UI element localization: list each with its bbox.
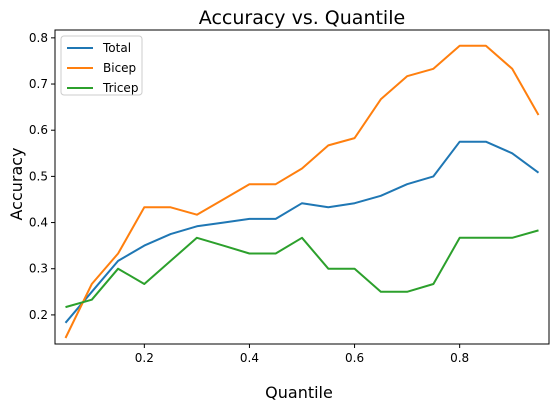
legend-label: Tricep xyxy=(102,81,138,95)
legend-label: Bicep xyxy=(103,61,136,75)
legend: Total Bicep Tricep xyxy=(60,35,143,96)
legend-box xyxy=(60,35,143,96)
y-axis-label: Accuracy xyxy=(7,147,26,220)
y-tick-label: 0.6 xyxy=(29,123,48,137)
y-tick-label: 0.3 xyxy=(29,262,48,276)
y-tick-label: 0.8 xyxy=(29,31,48,45)
chart-title: Accuracy vs. Quantile xyxy=(199,7,405,29)
series-line-tricep xyxy=(65,229,539,309)
plot-area: 0.2 0.4 0.6 0.8 0.2 0.3 0.4 0.5 0.6 0.7 0.8 xyxy=(29,29,550,365)
x-tick-label: 0.4 xyxy=(240,351,259,365)
y-tick-label: 0.2 xyxy=(29,308,48,322)
y-tick-label: 0.7 xyxy=(29,77,48,91)
y-tick-label: 0.5 xyxy=(29,169,48,183)
x-axis-label: Quantile xyxy=(265,383,333,402)
series-line-bicep xyxy=(64,44,540,339)
x-tick-label: 0.8 xyxy=(450,351,469,365)
x-tick-label: 0.2 xyxy=(135,351,154,365)
legend-label: Total xyxy=(102,41,131,55)
y-tick-label: 0.4 xyxy=(29,216,48,230)
axes-frame xyxy=(54,29,550,345)
series-line-total xyxy=(64,140,540,324)
x-tick-label: 0.6 xyxy=(345,351,364,365)
